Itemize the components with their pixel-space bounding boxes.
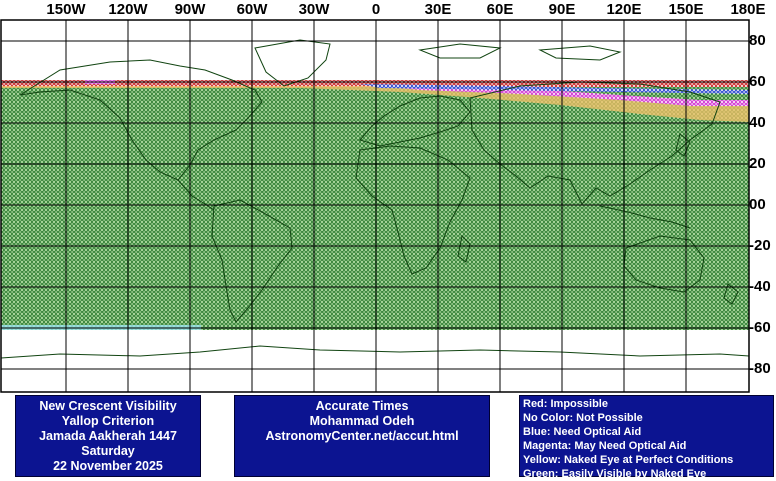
lon-label-30w: 30W bbox=[298, 1, 330, 18]
lon-label-150w: 150W bbox=[46, 1, 86, 18]
lat-label-m80: -80 bbox=[749, 360, 771, 377]
lat-label-80: 80 bbox=[749, 32, 766, 49]
panel-title: New Crescent Visibility bbox=[39, 399, 177, 413]
legend-none: No Color: Not Possible bbox=[523, 412, 643, 424]
lon-label-90e: 90E bbox=[548, 1, 576, 18]
zone-red bbox=[1, 80, 749, 87]
legend-blue: Blue: Need Optical Aid bbox=[523, 426, 642, 438]
visibility-map: 150W 120W 90W 60W 30W 0 30E 60E 90E 120E… bbox=[0, 1, 771, 393]
lon-label-120w: 120W bbox=[108, 1, 148, 18]
lon-label-120e: 120E bbox=[606, 1, 642, 18]
coastlines bbox=[1, 39, 749, 359]
legend-magenta: Magenta: May Need Optical Aid bbox=[523, 440, 687, 452]
lon-label-180e: 180E bbox=[730, 1, 766, 18]
author-name: Mohammad Odeh bbox=[309, 414, 415, 428]
legend-panel: Red: Impossible No Color: Not Possible B… bbox=[519, 395, 774, 480]
legend-red: Red: Impossible bbox=[523, 398, 608, 410]
credits-title: Accurate Times bbox=[315, 399, 409, 413]
gregorian-date: 22 November 2025 bbox=[53, 459, 163, 473]
lat-label-60: 60 bbox=[749, 73, 766, 90]
legend-yellow: Yellow: Naked Eye at Perfect Conditions bbox=[523, 454, 734, 466]
hijri-month: Jamada Aakherah 1447 bbox=[39, 429, 177, 443]
lat-label-m60: -60 bbox=[749, 319, 771, 336]
weekday: Saturday bbox=[81, 444, 135, 458]
lon-label-30e: 30E bbox=[424, 1, 452, 18]
criterion-name: Yallop Criterion bbox=[61, 414, 155, 428]
crescent-info-panel: New Crescent Visibility Yallop Criterion… bbox=[15, 395, 201, 477]
credits-panel: Accurate Times Mohammad Odeh AstronomyCe… bbox=[234, 395, 490, 477]
zone-magenta bbox=[380, 86, 749, 106]
lat-label-00: 00 bbox=[749, 196, 766, 213]
lon-label-60w: 60W bbox=[236, 1, 268, 18]
zone-blue bbox=[360, 84, 749, 94]
lat-label-20: 20 bbox=[749, 155, 766, 172]
lat-label-m40: -40 bbox=[749, 278, 771, 295]
map-canvas bbox=[0, 19, 750, 393]
graticule bbox=[1, 20, 749, 392]
lon-label-0: 0 bbox=[371, 1, 381, 18]
lon-label-150e: 150E bbox=[668, 1, 704, 18]
lat-label-m20: -20 bbox=[749, 237, 771, 254]
lat-label-40: 40 bbox=[749, 114, 766, 131]
website-url[interactable]: AstronomyCenter.net/accut.html bbox=[265, 429, 459, 443]
lon-label-60e: 60E bbox=[486, 1, 514, 18]
legend-green: Green: Easily Visible by Naked Eye bbox=[523, 468, 707, 480]
lon-label-90w: 90W bbox=[174, 1, 206, 18]
